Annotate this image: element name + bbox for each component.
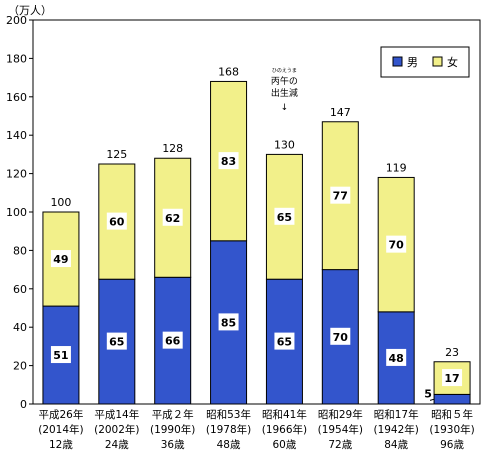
- y-tick-label: 80: [13, 244, 27, 257]
- x-tick-label: 昭和53年: [206, 408, 251, 421]
- male-value-label: 66: [165, 335, 181, 348]
- x-tick-label: 昭和41年: [262, 408, 307, 421]
- x-tick-label: 84歳: [384, 439, 408, 451]
- male-label-box: [50, 346, 71, 364]
- total-label: 168: [218, 65, 239, 78]
- x-tick-label: (2002年): [94, 423, 139, 436]
- x-tick-label: (1966年): [262, 423, 307, 436]
- female-value-label: 60: [109, 216, 125, 229]
- y-tick-label: 0: [20, 398, 27, 411]
- female-label-box: [274, 207, 295, 225]
- total-label: 119: [386, 161, 407, 174]
- y-unit-label: （万人）: [8, 4, 52, 17]
- bars: [42, 80, 471, 405]
- x-tick-label: (1978年): [206, 423, 251, 436]
- y-tick-label: 20: [13, 360, 27, 373]
- legend-label: 女: [447, 55, 458, 69]
- x-tick-label: 平成26年: [39, 408, 84, 421]
- x-tick-label: 昭和17年: [374, 408, 419, 421]
- y-tick-label: 40: [13, 321, 27, 334]
- male-value-label: 51: [53, 349, 68, 362]
- male-label-box: [330, 327, 351, 345]
- male-value-label: 65: [277, 336, 292, 349]
- y-tick-label: 200: [6, 14, 27, 27]
- legend: 男女: [380, 46, 470, 78]
- female-label-box: [50, 250, 71, 268]
- male-value-label: 5: [424, 387, 432, 400]
- annotation-line1: 丙午の: [271, 75, 298, 87]
- x-tick-label: 72歳: [328, 439, 352, 451]
- annotation-arrow: ↓: [281, 103, 289, 113]
- bar-male: [433, 393, 471, 405]
- x-tick-label: (1942年): [373, 423, 418, 436]
- y-tick-label: 180: [6, 52, 27, 65]
- total-label: 147: [330, 106, 351, 119]
- total-label: 100: [50, 196, 71, 209]
- y-tick-label: 120: [6, 168, 27, 181]
- male-value-label: 48: [389, 352, 404, 365]
- female-value-label: 17: [444, 372, 459, 385]
- total-label: 130: [274, 138, 295, 151]
- x-tick-label: 平成14年: [94, 408, 139, 421]
- x-tick-label: 36歳: [161, 439, 185, 451]
- male-value-label: 85: [221, 316, 236, 329]
- female-label-box: [218, 152, 239, 170]
- male-label-box: [274, 332, 295, 350]
- female-value-label: 70: [389, 239, 405, 252]
- x-tick-label: 96歳: [440, 439, 464, 451]
- x-tick-label: (2014年): [38, 423, 83, 436]
- male-value-label: 65: [109, 336, 124, 349]
- female-label-box: [386, 235, 407, 253]
- x-tick-label: (1954年): [318, 423, 363, 436]
- male-label-box: [162, 331, 183, 349]
- total-label: 128: [162, 142, 183, 155]
- female-value-label: 49: [53, 253, 68, 266]
- data-labels: 51 49 100 65 60 125 66 62 128 85 83 168 65 65 130 70 77 1…: [50, 65, 463, 401]
- male-value-label: 70: [333, 331, 349, 344]
- x-tick-label: 24歳: [105, 439, 129, 451]
- y-tick-label: 100: [6, 206, 27, 219]
- x-tick-label: 12歳: [49, 439, 73, 451]
- axes: 0 20 40 60 80 100 120 140 160 180 200: [6, 14, 481, 411]
- female-value-label: 65: [277, 211, 292, 224]
- male-label-box: [106, 332, 127, 350]
- x-tick-label: 昭和29年: [318, 408, 363, 421]
- y-tick-label: 60: [13, 283, 27, 296]
- y-tick-label: 140: [6, 129, 27, 142]
- annotation-ruby: ひのえうま: [272, 68, 297, 74]
- x-category-labels: 平成26年 (2014年) 12歳 平成14年 (2002年) 24歳 平成２年 (1990年…: [38, 408, 475, 451]
- female-label-box: [162, 208, 183, 226]
- legend-swatch: [392, 56, 403, 67]
- male-label-leader: [429, 398, 435, 401]
- female-label-box: [106, 212, 127, 230]
- x-tick-label: 平成２年: [152, 408, 194, 421]
- annotation-line2: 出生減: [271, 87, 298, 99]
- x-tick-label: 48歳: [217, 439, 241, 451]
- male-label-box: [386, 348, 407, 366]
- total-label: 23: [445, 346, 459, 359]
- female-value-label: 83: [221, 155, 236, 168]
- male-label-box: [218, 313, 239, 331]
- legend-swatch: [432, 56, 443, 67]
- female-value-label: 77: [333, 190, 348, 203]
- x-tick-label: 昭和５年: [431, 408, 473, 421]
- total-label: 125: [106, 148, 127, 161]
- x-tick-label: (1930年): [429, 423, 474, 436]
- female-value-label: 62: [165, 212, 180, 225]
- y-tick-label: 160: [6, 91, 27, 104]
- x-tick-label: (1990年): [150, 423, 195, 436]
- x-tick-label: 60歳: [273, 439, 297, 451]
- legend-label: 男: [407, 56, 418, 69]
- female-label-box: [330, 186, 351, 204]
- female-label-box: [442, 369, 463, 387]
